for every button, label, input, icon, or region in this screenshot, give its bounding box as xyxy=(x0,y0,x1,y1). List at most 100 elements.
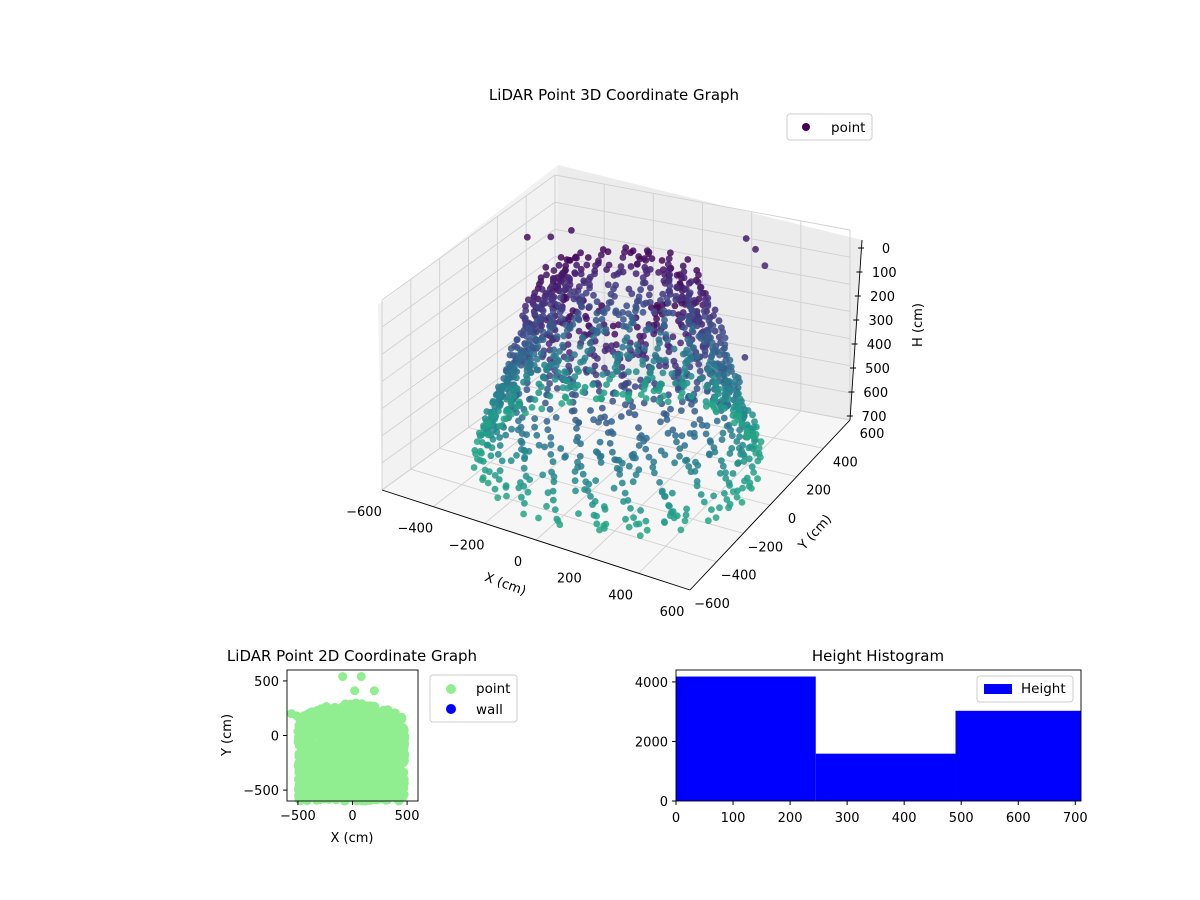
data-point-3d xyxy=(661,451,669,459)
data-point-3d xyxy=(658,380,665,388)
data-point-3d xyxy=(575,510,582,517)
data-point-3d xyxy=(517,352,524,360)
data-point-3d xyxy=(563,327,571,334)
data-point-3d xyxy=(634,348,641,355)
data-point-2d xyxy=(331,795,341,805)
data-point-3d xyxy=(553,385,561,392)
data-point-3d xyxy=(632,368,640,376)
data-point-3d xyxy=(568,227,575,234)
data-point-3d xyxy=(673,283,680,291)
data-point-3d xyxy=(625,409,633,417)
y-tick-label-3d: 600 xyxy=(860,427,885,442)
data-point-2d xyxy=(385,713,395,722)
data-point-2d xyxy=(380,793,389,803)
legend-3d-marker xyxy=(802,123,810,131)
grid-line-z-back xyxy=(554,174,851,231)
data-point-2d xyxy=(398,733,408,742)
data-point-3d xyxy=(640,385,648,393)
data-point-3d xyxy=(620,322,627,330)
data-point-3d xyxy=(735,459,742,466)
data-point-3d xyxy=(608,342,615,350)
data-point-3d xyxy=(502,431,510,439)
data-point-3d xyxy=(666,271,674,279)
y-axis-line xyxy=(689,419,851,591)
data-point-3d xyxy=(491,485,499,493)
data-point-3d xyxy=(731,378,738,386)
data-point-3d xyxy=(650,395,658,403)
data-point-3d xyxy=(681,517,689,525)
data-point-3d xyxy=(589,381,597,388)
grid-line-z-left xyxy=(381,228,556,355)
data-point-3d xyxy=(639,361,647,368)
data-point-3d xyxy=(661,492,668,500)
data-point-3d xyxy=(510,391,518,399)
data-point-3d xyxy=(587,407,594,414)
data-point-3d xyxy=(586,339,594,347)
data-point-3d xyxy=(520,464,528,472)
data-point-3d xyxy=(680,268,688,276)
data-point-3d xyxy=(558,272,566,280)
data-point-3d xyxy=(653,301,661,309)
data-point-3d xyxy=(667,249,674,257)
histogram-bars xyxy=(676,676,1081,801)
data-point-2d xyxy=(356,672,366,682)
legend-histogram-swatch xyxy=(984,684,1012,694)
data-point-3d xyxy=(587,493,594,500)
data-point-3d xyxy=(550,275,558,283)
data-point-3d xyxy=(514,426,522,434)
data-point-3d xyxy=(728,445,736,452)
data-point-3d xyxy=(727,387,735,394)
data-point-3d xyxy=(648,374,656,382)
data-point-3d xyxy=(513,452,520,459)
data-point-3d xyxy=(722,475,730,482)
data-point-3d xyxy=(489,435,497,443)
data-point-3d xyxy=(735,416,742,424)
data-point-3d xyxy=(586,284,593,292)
data-point-3d xyxy=(511,363,518,371)
data-point-3d xyxy=(590,291,597,299)
data-point-3d xyxy=(710,403,718,411)
histogram-bar xyxy=(955,710,1081,801)
data-point-3d xyxy=(617,263,625,270)
data-point-3d xyxy=(756,453,764,461)
data-point-3d xyxy=(632,471,640,479)
data-point-3d xyxy=(606,440,614,447)
data-point-3d xyxy=(676,452,683,460)
data-point-3d xyxy=(757,438,765,446)
data-point-3d xyxy=(496,392,503,400)
data-point-3d xyxy=(693,307,701,315)
data-point-3d xyxy=(736,378,743,386)
data-point-3d xyxy=(534,343,542,350)
data-point-3d xyxy=(581,383,589,391)
data-point-3d xyxy=(565,332,573,339)
data-point-3d xyxy=(539,307,547,315)
y-tick-label-histogram: 4000 xyxy=(635,676,668,691)
data-point-3d xyxy=(539,471,547,479)
data-point-3d xyxy=(681,324,688,332)
data-point-2d xyxy=(399,725,409,735)
data-point-3d xyxy=(657,418,664,426)
data-point-3d xyxy=(616,351,624,358)
data-point-3d xyxy=(642,517,650,525)
data-point-3d xyxy=(557,294,564,301)
data-point-2d xyxy=(369,686,379,696)
data-point-3d xyxy=(664,337,671,344)
data-point-3d xyxy=(523,233,531,241)
data-point-3d xyxy=(641,345,648,352)
data-point-3d xyxy=(660,322,667,330)
data-point-3d xyxy=(712,365,719,372)
data-point-2d xyxy=(298,770,308,779)
data-point-3d xyxy=(745,483,753,490)
data-point-3d xyxy=(593,298,601,306)
data-point-3d xyxy=(700,498,708,506)
data-point-3d xyxy=(704,366,712,374)
data-point-3d xyxy=(658,257,666,264)
data-point-3d xyxy=(660,410,668,417)
data-point-3d xyxy=(547,451,555,458)
x-tick-label-3d: 400 xyxy=(608,588,633,603)
data-point-2d xyxy=(327,751,337,761)
y-tick-label-3d: 200 xyxy=(806,484,831,499)
data-point-3d xyxy=(599,246,607,253)
z-tick-label-3d: 700 xyxy=(862,410,887,425)
data-point-3d xyxy=(601,364,608,372)
